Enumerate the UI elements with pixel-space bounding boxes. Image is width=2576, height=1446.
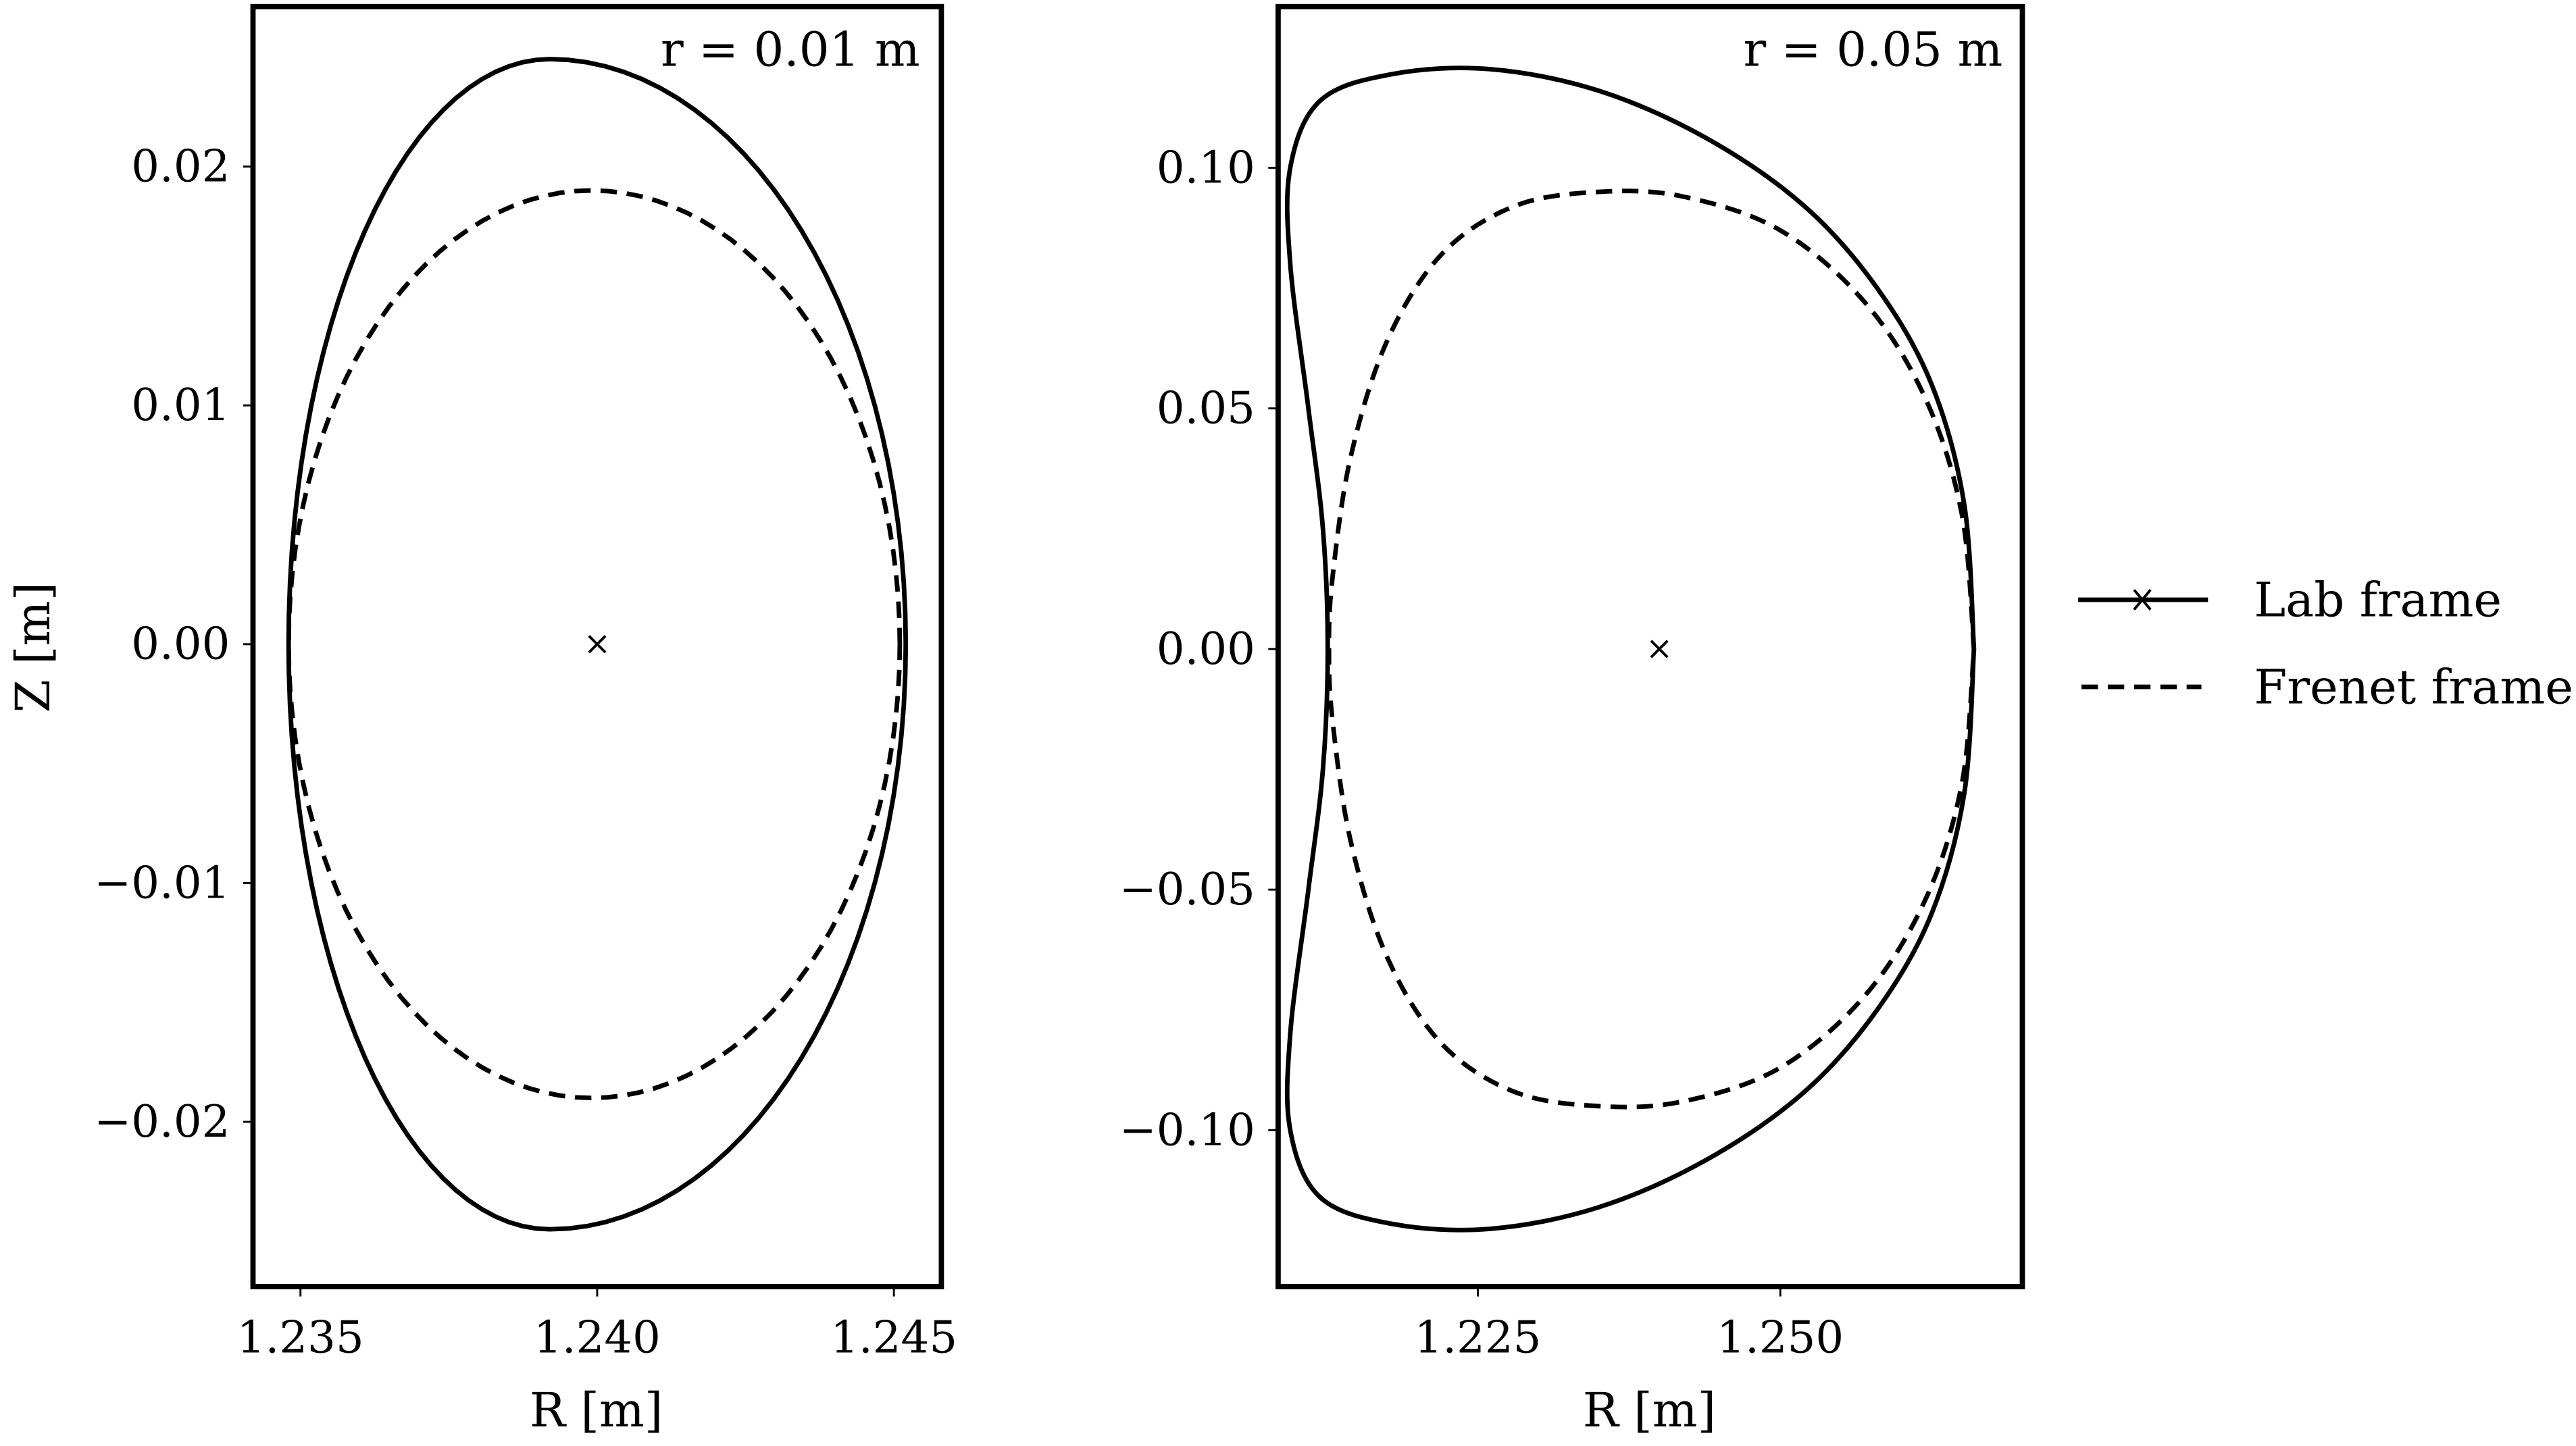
legend-label: Lab frame: [2254, 572, 2502, 627]
y-tick-label: −0.05: [1119, 864, 1255, 915]
y-tick-label: −0.10: [1119, 1104, 1255, 1156]
plot-lines: [1284, 66, 1977, 1233]
y-ticks: 0.02 0.01 0.00 −0.01 −0.02: [94, 141, 253, 1147]
y-tick-label: 0.05: [1157, 383, 1255, 434]
x-tick-label: 1.245: [830, 1312, 957, 1363]
lab-frame-curve: [1284, 66, 1977, 1233]
y-ticks: 0.10 0.05 0.00 −0.05 −0.10: [1119, 142, 1278, 1156]
plot-lines: [286, 57, 909, 1232]
y-tick-label: −0.02: [94, 1096, 230, 1147]
frenet-frame-curve: [1326, 188, 1977, 1110]
x-tick-label: 1.250: [1717, 1312, 1844, 1363]
radius-annotation: r = 0.05 m: [1743, 22, 2002, 77]
y-tick-label: 0.10: [1157, 142, 1255, 193]
y-tick-label: −0.01: [94, 857, 230, 908]
x-ticks: 1.225 1.250: [1414, 1287, 1844, 1363]
panel-right: 0.10 0.05 0.00 −0.05 −0.10 1.225 1.250 r = 0.…: [1119, 3, 2025, 1438]
axes-frame: [250, 3, 944, 1289]
legend-label: Frenet frame: [2254, 659, 2573, 715]
x-tick-label: 1.240: [534, 1312, 661, 1363]
y-tick-label: 0.00: [131, 619, 230, 670]
x-tick-label: 1.235: [237, 1312, 364, 1363]
y-tick-label: 0.01: [131, 380, 230, 431]
lab-frame-curve: [286, 57, 909, 1232]
frenet-frame-curve: [286, 188, 903, 1101]
x-ticks: 1.235 1.240 1.245: [237, 1287, 957, 1363]
y-tick-label: 0.00: [1157, 623, 1255, 675]
axes-frame: [1276, 3, 2025, 1289]
magnetic-axis-x-marker: [588, 635, 607, 654]
x-axis-label: R [m]: [530, 1383, 663, 1438]
x-axis-label: R [m]: [1583, 1383, 1716, 1438]
legend-item-lab-frame: Lab frame: [2078, 572, 2502, 627]
y-tick-label: 0.02: [131, 141, 230, 192]
radius-annotation: r = 0.01 m: [661, 22, 920, 77]
legend-item-frenet-frame: Frenet frame: [2081, 659, 2573, 715]
y-axis-label: Z [m]: [5, 582, 61, 713]
x-tick-label: 1.225: [1414, 1312, 1541, 1363]
magnetic-axis-x-marker: [1650, 640, 1669, 659]
x-marker-icon: [2133, 589, 2152, 611]
legend: Lab frame Frenet frame: [2078, 572, 2573, 715]
panel-left: 0.02 0.01 0.00 −0.01 −0.02 1.235 1.240 1.245 r…: [5, 3, 957, 1438]
